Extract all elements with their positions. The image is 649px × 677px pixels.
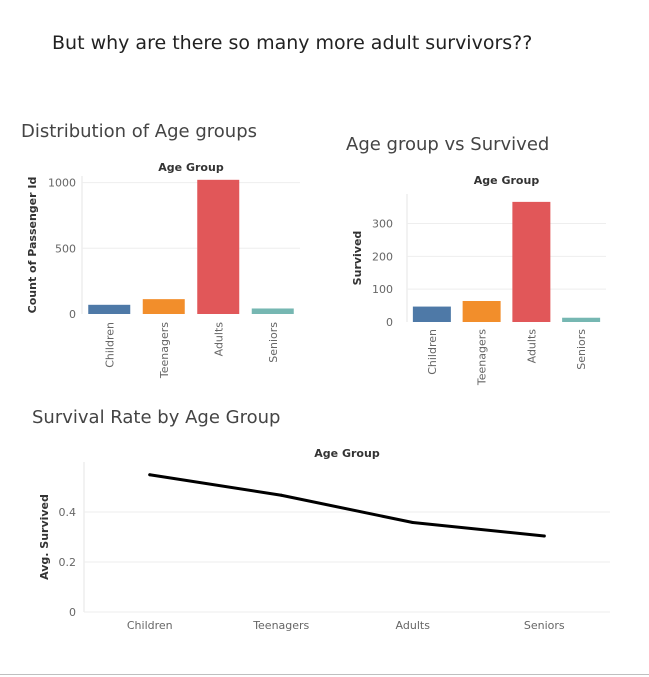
age-dist-ylabel: Count of Passenger Id <box>26 177 39 314</box>
bottom-divider <box>0 674 649 675</box>
age-surv-bar-adults <box>512 201 551 322</box>
age-dist-category-label: Children <box>103 322 116 368</box>
surv-rate-point-children <box>148 473 152 477</box>
surv-rate-category-label: Children <box>127 619 173 632</box>
age-surv-category-label: Seniors <box>575 329 588 370</box>
surv-rate-category-label: Seniors <box>524 619 565 632</box>
chart-title-age-survived: Age group vs Survived <box>346 134 550 155</box>
surv-rate-ylabel: Avg. Survived <box>38 494 51 580</box>
surv-rate-line <box>148 473 546 538</box>
age-surv-ytick-label: 300 <box>372 218 393 231</box>
age-dist-header: Age Group <box>158 161 224 174</box>
surv-rate-ytick-label: 0.2 <box>59 556 77 569</box>
age-dist-bar-adults <box>197 179 240 314</box>
age-dist-bar-children <box>88 304 131 314</box>
age-dist-bar-seniors <box>251 308 294 314</box>
age-surv-ylabel: Survived <box>351 231 364 286</box>
chart-title-survival-rate: Survival Rate by Age Group <box>32 407 281 428</box>
age-surv-header: Age Group <box>474 174 540 187</box>
age-dist-ytick-label: 500 <box>55 242 76 255</box>
age-dist-bar-teenagers <box>142 299 185 314</box>
age-surv-ytick-label: 0 <box>386 316 393 329</box>
page-title: But why are there so many more adult sur… <box>52 32 533 54</box>
surv-rate-header: Age Group <box>314 447 380 460</box>
age-dist-ytick-label: 1000 <box>48 177 76 190</box>
age-surv-category-label: Children <box>426 329 439 375</box>
surv-rate-point-adults <box>411 521 415 524</box>
age-surv-ytick-label: 100 <box>372 283 393 296</box>
surv-rate-point-teenagers <box>279 493 283 497</box>
age-dist-category-label: Adults <box>212 322 225 357</box>
surv-rate-category-label: Teenagers <box>252 619 309 632</box>
age-dist-category-label: Teenagers <box>158 322 171 379</box>
surv-rate-ytick-label: 0 <box>69 606 76 619</box>
age-surv-bar-children <box>412 306 451 322</box>
surv-rate-ytick-label: 0.4 <box>59 506 77 519</box>
age-surv-bar-teenagers <box>462 300 501 322</box>
surv-rate-category-label: Adults <box>396 619 431 632</box>
age-surv-category-label: Teenagers <box>476 329 489 386</box>
surv-rate-point-seniors <box>542 534 546 538</box>
chart-title-age-distribution: Distribution of Age groups <box>21 121 257 142</box>
age-dist-ytick-label: 0 <box>69 308 76 321</box>
age-surv-ytick-label: 200 <box>372 250 393 263</box>
age-surv-category-label: Adults <box>525 329 538 364</box>
age-dist-category-label: Seniors <box>267 322 280 363</box>
age-surv-bar-seniors <box>562 317 601 322</box>
